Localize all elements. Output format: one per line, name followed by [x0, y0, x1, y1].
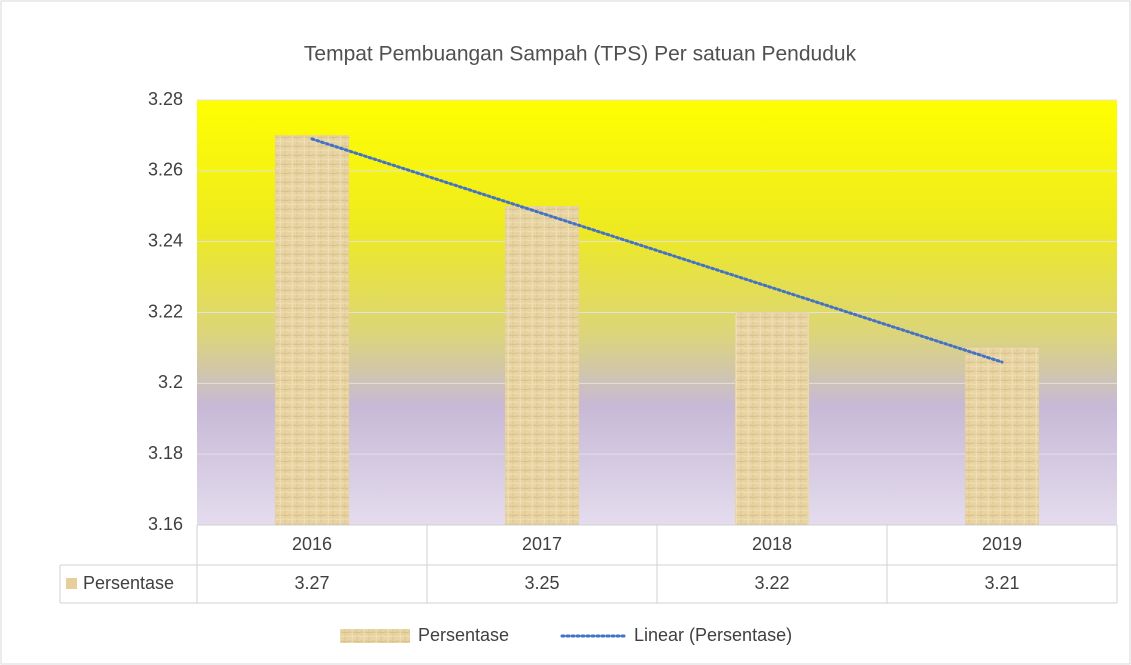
bar: [274, 135, 350, 526]
y-tick-label: 3.16: [148, 514, 183, 534]
y-tick-label: 3.18: [148, 443, 183, 463]
y-tick-label: 3.2: [158, 372, 183, 392]
y-tick-label: 3.24: [148, 230, 183, 250]
table-value: 3.21: [984, 573, 1019, 593]
bar: [964, 347, 1040, 526]
x-tick-label: 2018: [752, 534, 792, 554]
y-tick-label: 3.26: [148, 160, 183, 180]
legend-swatch: [340, 629, 410, 643]
table-value: 3.27: [294, 573, 329, 593]
table-legend-key: [66, 578, 77, 589]
x-tick-label: 2019: [982, 534, 1022, 554]
bar: [734, 312, 810, 526]
bar: [504, 206, 580, 526]
y-tick-label: 3.28: [148, 89, 183, 109]
x-tick-label: 2017: [522, 534, 562, 554]
trendline: [310, 137, 1004, 364]
y-tick-label: 3.22: [148, 301, 183, 321]
chart-title: Tempat Pembuangan Sampah (TPS) Per satua…: [304, 43, 857, 66]
table-row-label: Persentase: [83, 573, 174, 593]
legend-label: Linear (Persentase): [634, 625, 792, 645]
table-value: 3.22: [754, 573, 789, 593]
table-value: 3.25: [524, 573, 559, 593]
legend-label: Persentase: [418, 625, 509, 645]
x-tick-label: 2016: [292, 534, 332, 554]
